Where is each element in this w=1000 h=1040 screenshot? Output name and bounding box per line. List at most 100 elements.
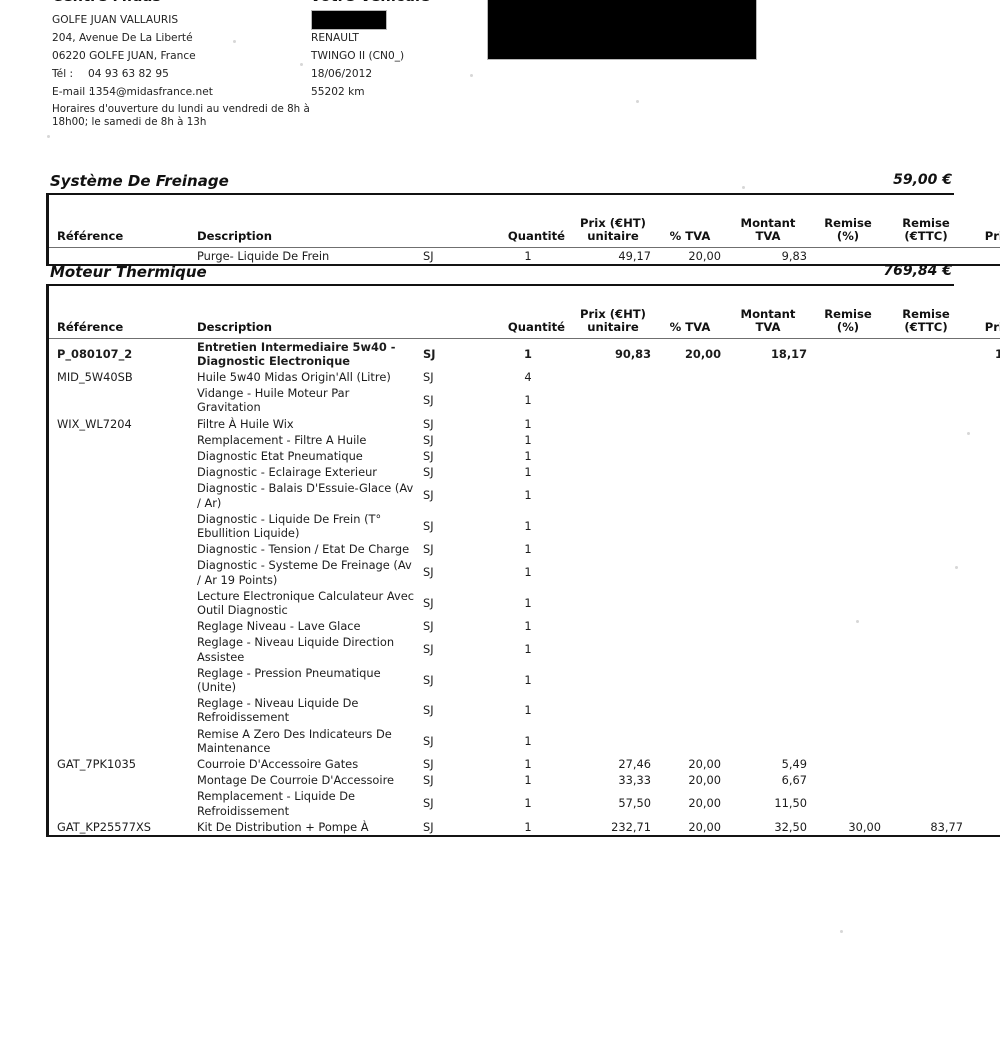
- cell-reference: [48, 385, 194, 415]
- cell-remise-eur: [885, 416, 967, 432]
- cell-unit: SJ: [419, 788, 485, 818]
- cell-unit: SJ: [419, 416, 485, 432]
- cell-reference: [48, 557, 194, 587]
- cell-tva-pct: [655, 634, 725, 664]
- cell-remise-pct: [811, 369, 885, 385]
- cell-montant-tva: 11,50: [725, 788, 811, 818]
- cell-prix-ht: [571, 588, 655, 618]
- cell-quantite: 1: [485, 819, 571, 836]
- cell-reference: P_080107_2: [48, 338, 194, 369]
- cell-quantite: 1: [485, 772, 571, 788]
- cell-prix-ht: [571, 511, 655, 541]
- scan-speck: [470, 74, 473, 77]
- cell-tva-pct: [655, 726, 725, 756]
- cell-remise-eur: [885, 541, 967, 557]
- cell-prix-ttc: [967, 726, 1000, 756]
- table-row: Lecture Electronique Calculateur Avec Ou…: [48, 588, 1000, 618]
- cell-prix-ht: 90,83: [571, 338, 655, 369]
- cell-remise-eur: [885, 788, 967, 818]
- cell-montant-tva: [725, 464, 811, 480]
- th-description: Description: [193, 195, 419, 247]
- section-title-row: Moteur Thermique 769,84 €: [46, 263, 954, 286]
- invoice-section-moteur-thermique: Moteur Thermique 769,84 € Référence Desc…: [46, 263, 954, 837]
- th-remise-pct: Remise (%): [811, 286, 885, 338]
- th-remise-eur-line2: (€TTC): [904, 229, 947, 243]
- th-remise-pct: Remise (%): [811, 195, 885, 247]
- centre-city: 06220 GOLFE JUAN, France: [52, 50, 196, 63]
- cell-description: Diagnostic - Eclairage Exterieur: [193, 464, 419, 480]
- th-remise-eur: Remise (€TTC): [885, 195, 967, 247]
- cell-prix-ht: [571, 385, 655, 415]
- cell-description: Entretien Intermediaire 5w40 - Diagnosti…: [193, 338, 419, 369]
- th-prix-ht-line2: unitaire: [587, 320, 638, 334]
- cell-tva-pct: 20,00: [655, 819, 725, 836]
- table-row: Diagnostic - Systeme De Freinage (Av / A…: [48, 557, 1000, 587]
- cell-unit: SJ: [419, 756, 485, 772]
- centre-midas-heading: Centre Midas: [52, 0, 161, 5]
- cell-remise-eur: [885, 772, 967, 788]
- scan-speck: [840, 930, 843, 933]
- th-prix-ht: Prix (€HT) unitaire: [571, 286, 655, 338]
- cell-description: Courroie D'Accessoire Gates: [193, 756, 419, 772]
- th-reference: Référence: [48, 286, 194, 338]
- cell-remise-eur: [885, 588, 967, 618]
- cell-unit: SJ: [419, 432, 485, 448]
- vehicle-plate-redaction: [311, 10, 387, 30]
- cell-remise-pct: [811, 464, 885, 480]
- cell-remise-eur: [885, 511, 967, 541]
- cell-description: Reglage - Niveau Liquide Direction Assis…: [193, 634, 419, 664]
- cell-montant-tva: [725, 634, 811, 664]
- cell-remise-eur: [885, 634, 967, 664]
- th-remise-pct-line2: (%): [837, 320, 859, 334]
- cell-unit: SJ: [419, 726, 485, 756]
- cell-prix-ht: [571, 695, 655, 725]
- cell-tva-pct: [655, 665, 725, 695]
- cell-description: Diagnostic - Systeme De Freinage (Av / A…: [193, 557, 419, 587]
- cell-remise-eur: 83,77: [885, 819, 967, 836]
- cell-remise-eur: [885, 480, 967, 510]
- cell-quantite: 1: [485, 557, 571, 587]
- cell-quantite: 1: [485, 416, 571, 432]
- centre-street: 204, Avenue De La Liberté: [52, 32, 193, 45]
- cell-reference: GAT_KP25577XS: [48, 819, 194, 836]
- items-table: Référence Description Quantité Prix (€HT…: [46, 195, 1000, 266]
- cell-reference: [48, 541, 194, 557]
- cell-prix-ht: [571, 448, 655, 464]
- cell-prix-ht: 57,50: [571, 788, 655, 818]
- cell-prix-ht: [571, 432, 655, 448]
- cell-description: Remise A Zero Des Indicateurs De Mainten…: [193, 726, 419, 756]
- cell-prix-ttc: [967, 618, 1000, 634]
- cell-reference: MID_5W40SB: [48, 369, 194, 385]
- cell-remise-pct: [811, 695, 885, 725]
- th-remise-eur: Remise (€TTC): [885, 286, 967, 338]
- cell-unit: SJ: [419, 772, 485, 788]
- cell-montant-tva: [725, 541, 811, 557]
- cell-description: Reglage - Pression Pneumatique (Unite): [193, 665, 419, 695]
- vehicle-make: RENAULT: [311, 32, 359, 45]
- cell-quantite: 1: [485, 511, 571, 541]
- cell-remise-pct: [811, 557, 885, 587]
- cell-quantite: 1: [485, 726, 571, 756]
- table-header: Référence Description Quantité Prix (€HT…: [48, 195, 1000, 247]
- cell-unit: SJ: [419, 541, 485, 557]
- table-row: Reglage - Niveau Liquide Direction Assis…: [48, 634, 1000, 664]
- cell-remise-eur: [885, 726, 967, 756]
- cell-prix-ttc: [967, 369, 1000, 385]
- section-title: Système De Freinage: [50, 172, 229, 190]
- section-title-row: Système De Freinage 59,00 €: [46, 172, 954, 195]
- cell-tva-pct: 20,00: [655, 772, 725, 788]
- vehicle-model: TWINGO II (CN0_): [311, 50, 404, 63]
- cell-remise-pct: 30,00: [811, 819, 885, 836]
- cell-reference: [48, 788, 194, 818]
- th-remise-pct-line2: (%): [837, 229, 859, 243]
- cell-montant-tva: [725, 480, 811, 510]
- cell-remise-eur: [885, 369, 967, 385]
- cell-remise-eur: [885, 618, 967, 634]
- cell-unit: SJ: [419, 464, 485, 480]
- th-montant-tva: Montant TVA: [725, 195, 811, 247]
- cell-description: Vidange - Huile Moteur Par Gravitation: [193, 385, 419, 415]
